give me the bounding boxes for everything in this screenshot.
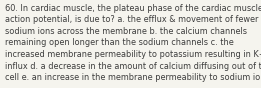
Text: influx d. a decrease in the amount of calcium diffusing out of the: influx d. a decrease in the amount of ca…: [5, 62, 261, 71]
Text: cell e. an increase in the membrane permeability to sodium ions: cell e. an increase in the membrane perm…: [5, 73, 261, 82]
Text: sodium ions across the membrane b. the calcium channels: sodium ions across the membrane b. the c…: [5, 27, 247, 36]
Text: 60. In cardiac muscle, the plateau phase of the cardiac muscle: 60. In cardiac muscle, the plateau phase…: [5, 4, 261, 12]
Text: remaining open longer than the sodium channels c. the: remaining open longer than the sodium ch…: [5, 38, 233, 47]
Text: action potential, is due to? a. the efflux & movement of fewer: action potential, is due to? a. the effl…: [5, 15, 258, 24]
Text: increased membrane permeability to potassium resulting in K+: increased membrane permeability to potas…: [5, 50, 261, 59]
